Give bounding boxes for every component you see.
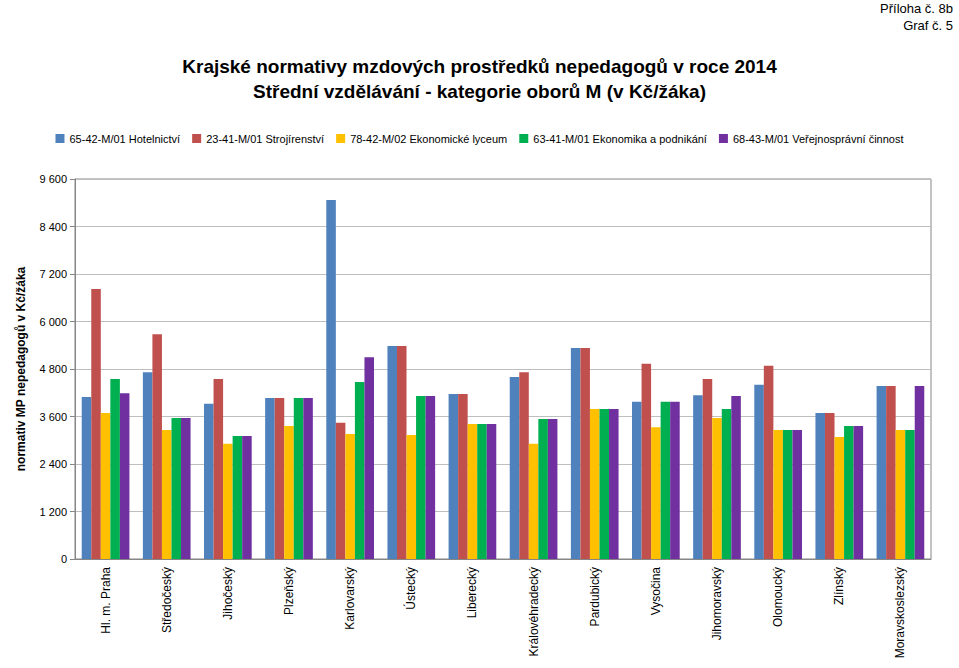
svg-text:Středočeský: Středočeský: [160, 567, 174, 633]
svg-text:4 800: 4 800: [39, 363, 67, 375]
svg-text:Krajské normativy mzdových pro: Krajské normativy mzdových prostředků ne…: [182, 56, 777, 77]
svg-text:Pardubický: Pardubický: [588, 567, 602, 626]
svg-text:3 600: 3 600: [39, 411, 67, 423]
svg-text:normativ MP nepedagogů v Kč/žá: normativ MP nepedagogů v Kč/žáka: [14, 266, 28, 471]
svg-text:2 400: 2 400: [39, 458, 67, 470]
svg-text:1 200: 1 200: [39, 506, 67, 518]
svg-text:Karlovarský: Karlovarský: [343, 567, 357, 630]
svg-text:Příloha č. 8b: Příloha č. 8b: [880, 1, 953, 16]
svg-text:63-41-M/01 Ekonomika a podniká: 63-41-M/01 Ekonomika a podnikání: [533, 133, 707, 145]
svg-text:65-42-M/01 Hotelnictví: 65-42-M/01 Hotelnictví: [69, 133, 180, 145]
svg-text:Jihočeský: Jihočeský: [221, 567, 235, 620]
svg-text:Hl. m. Praha: Hl. m. Praha: [99, 567, 113, 634]
svg-text:8 400: 8 400: [39, 221, 67, 233]
svg-text:Královéhradecký: Královéhradecký: [527, 567, 541, 656]
svg-text:Vysočina: Vysočina: [649, 567, 663, 616]
svg-text:0: 0: [61, 553, 67, 565]
svg-text:78-42-M/02 Ekonomické lyceum: 78-42-M/02 Ekonomické lyceum: [350, 133, 507, 145]
svg-text:Ústecký: Ústecký: [403, 567, 418, 610]
svg-text:Graf č. 5: Graf č. 5: [903, 18, 953, 33]
svg-text:Plzeňský: Plzeňský: [282, 567, 296, 615]
svg-text:23-41-M/01 Strojírenství: 23-41-M/01 Strojírenství: [206, 133, 324, 145]
svg-text:Liberecký: Liberecký: [465, 567, 479, 618]
svg-text:Střední vzdělávání - kategorie: Střední vzdělávání - kategorie oborů M (…: [253, 81, 706, 102]
svg-text:Jihomoravský: Jihomoravský: [710, 567, 724, 640]
svg-text:Moravskoslezský: Moravskoslezský: [893, 567, 907, 658]
svg-text:Olomoucký: Olomoucký: [771, 567, 785, 627]
svg-text:68-43-M/01 Veřejnosprávní činn: 68-43-M/01 Veřejnosprávní činnost: [733, 133, 904, 145]
svg-text:6 000: 6 000: [39, 316, 67, 328]
svg-text:9 600: 9 600: [39, 173, 67, 185]
svg-text:Zlínský: Zlínský: [832, 567, 846, 605]
svg-text:7 200: 7 200: [39, 268, 67, 280]
